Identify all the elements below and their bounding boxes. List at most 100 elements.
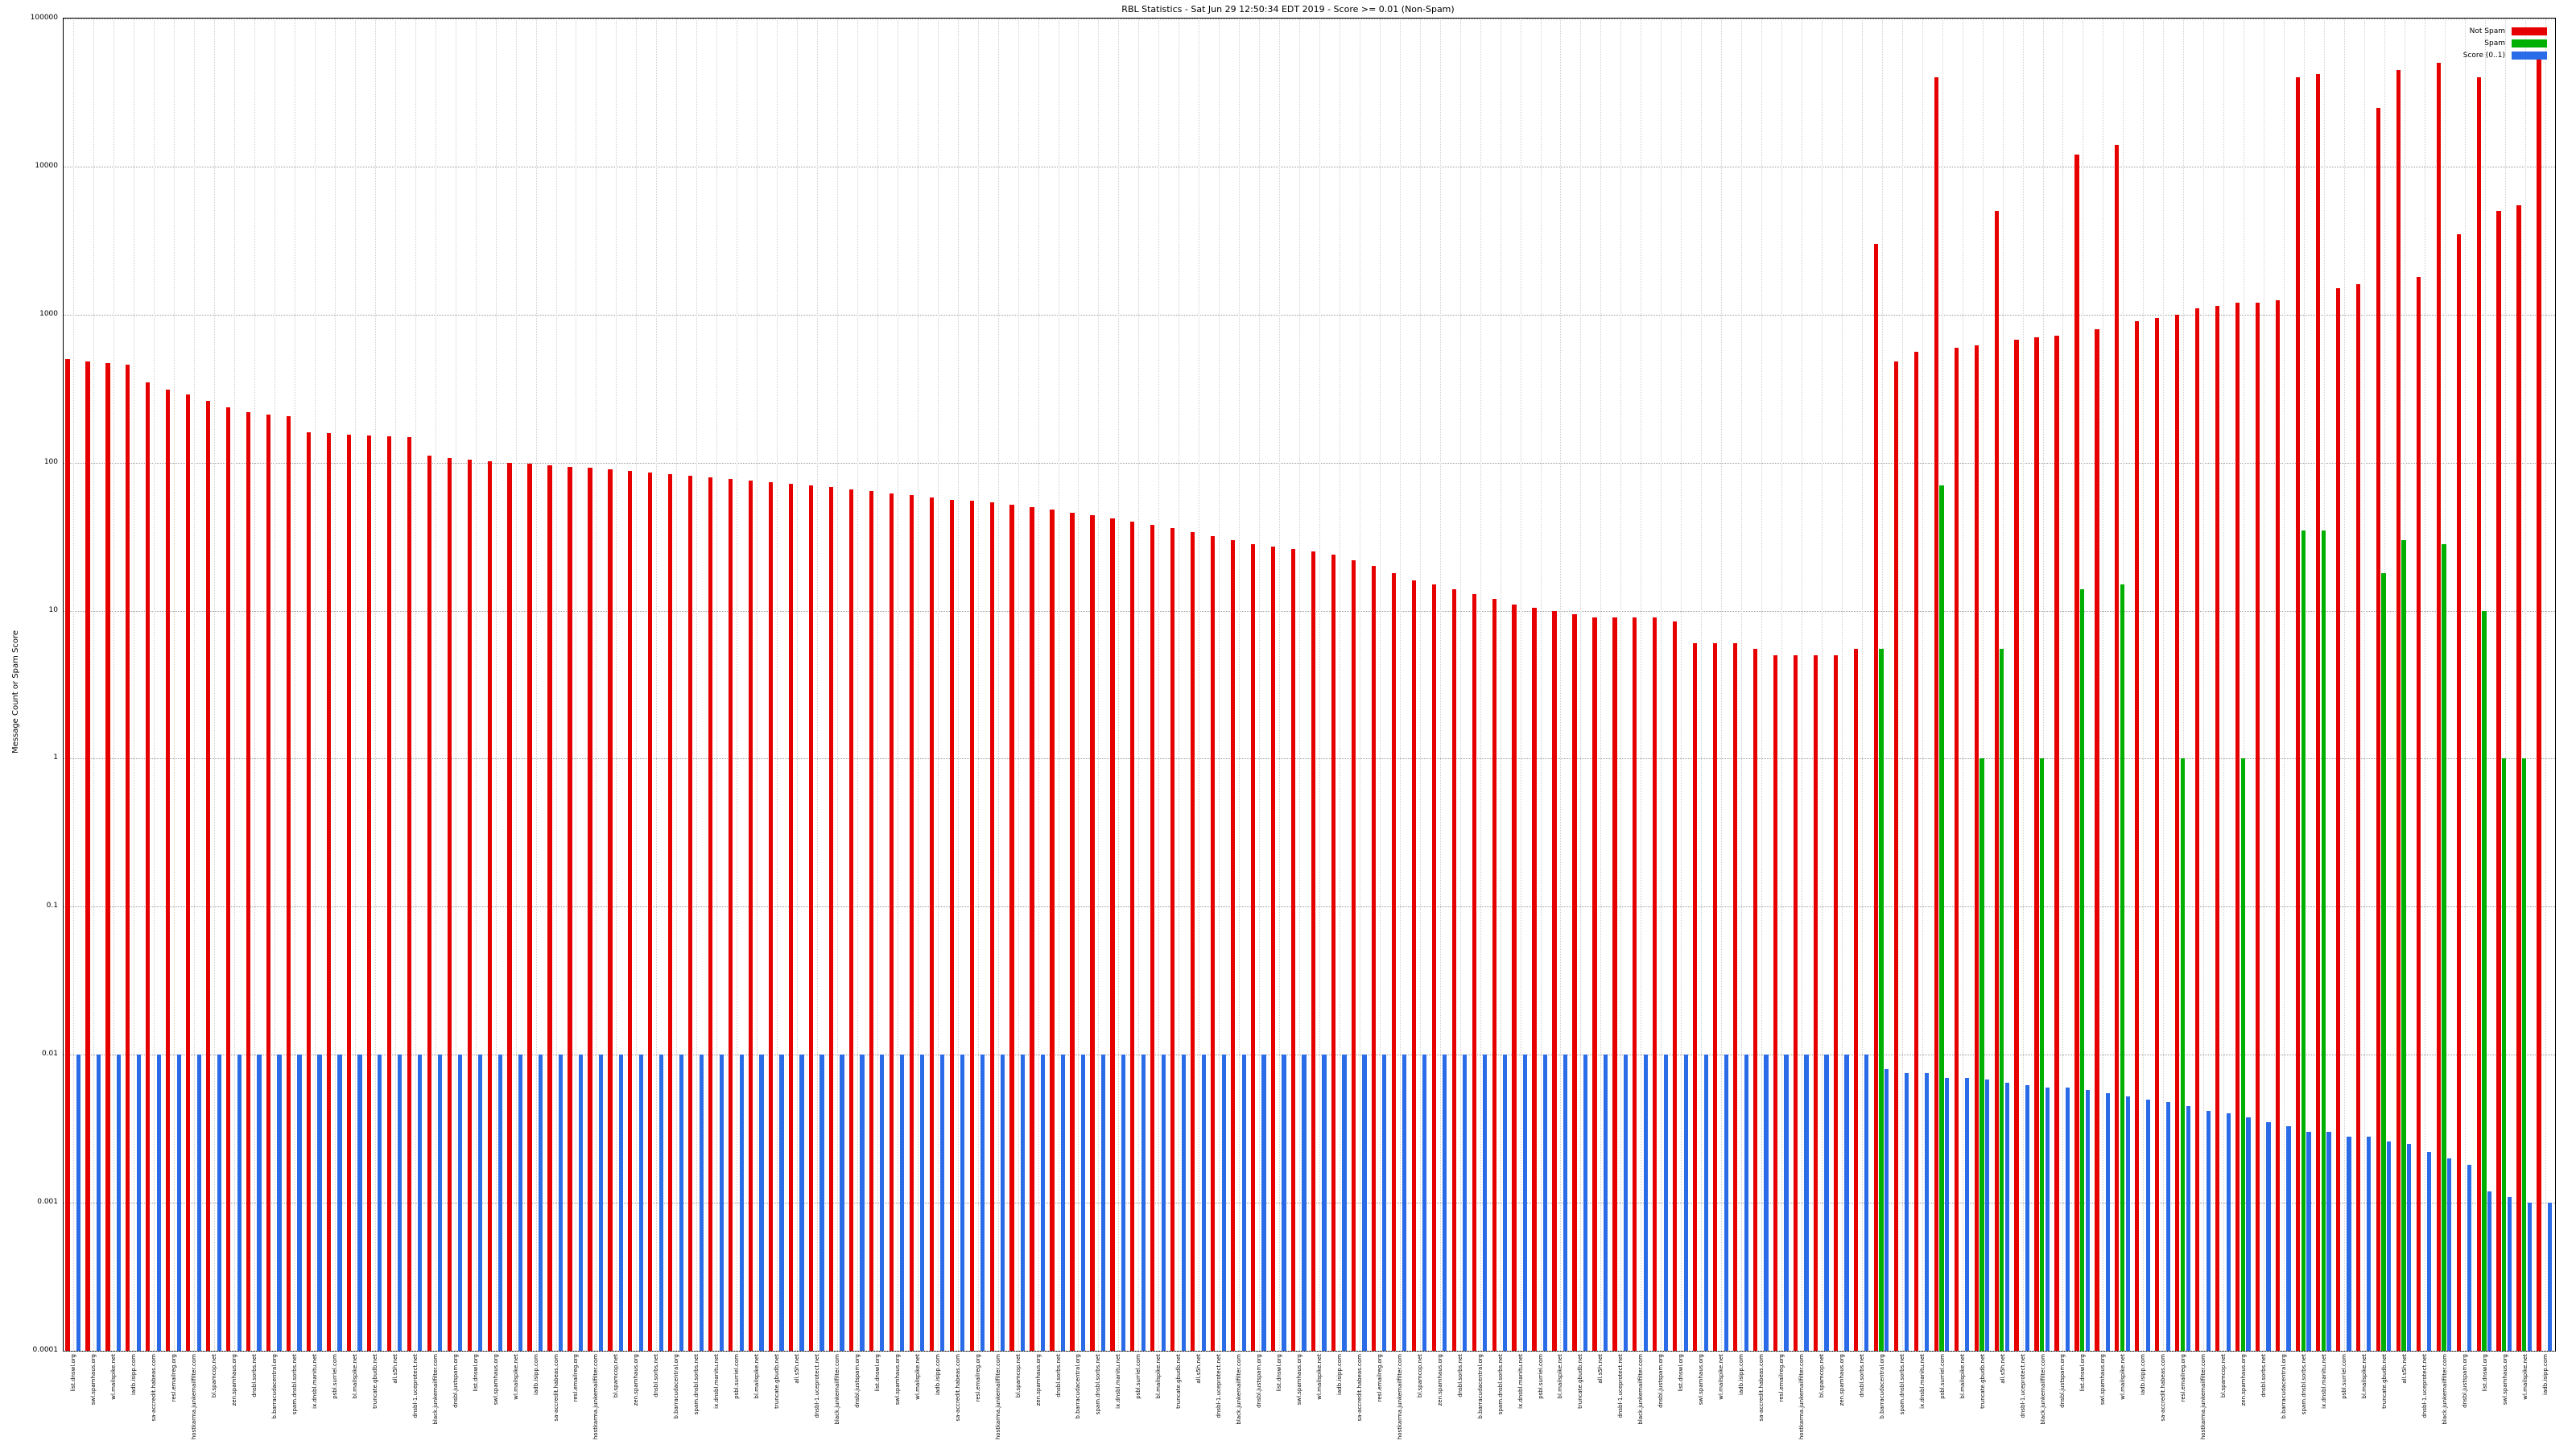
bar-not-spam bbox=[407, 437, 411, 1351]
bar-score bbox=[1000, 1055, 1005, 1351]
bar-score bbox=[1342, 1055, 1347, 1351]
x-tick-label: swl.spamhaus.org bbox=[90, 1354, 97, 1406]
bar-not-spam bbox=[1793, 654, 1798, 1351]
bar-not-spam bbox=[2255, 303, 2260, 1351]
bar-not-spam bbox=[2115, 145, 2120, 1351]
bar-not-spam bbox=[266, 415, 271, 1351]
x-tick-label: list.dnswl.org bbox=[1678, 1354, 1685, 1392]
bar-not-spam bbox=[1311, 551, 1316, 1351]
x-tick-label: sa-accredit.habeas.com bbox=[552, 1354, 559, 1422]
x-tick-label: list.dnswl.org bbox=[2079, 1354, 2087, 1392]
bar-score bbox=[1663, 1055, 1668, 1351]
bar-not-spam bbox=[2396, 69, 2401, 1351]
x-tick-label: resl.emailreg.org bbox=[1778, 1354, 1785, 1402]
x-tick-label: bl.mailspike.net bbox=[351, 1354, 358, 1399]
bar-not-spam bbox=[2175, 314, 2180, 1351]
bar-not-spam bbox=[1954, 347, 1959, 1351]
x-tick-label: ix.dnsbl.manitu.net bbox=[1918, 1354, 1926, 1409]
bar-not-spam bbox=[628, 470, 633, 1351]
x-tick-label: sa-accredit.habeas.com bbox=[2160, 1354, 2167, 1422]
x-tick-label: dnsbl.justspam.org bbox=[452, 1354, 459, 1408]
x-tick-label: sa-accredit.habeas.com bbox=[954, 1354, 961, 1422]
bar-score bbox=[176, 1055, 181, 1351]
bar-score bbox=[1443, 1055, 1447, 1351]
bar-not-spam bbox=[2275, 299, 2281, 1351]
bar-score bbox=[960, 1055, 965, 1351]
gridline-vertical bbox=[555, 19, 557, 1351]
bar-score bbox=[96, 1055, 101, 1351]
legend-label-score: Score (0..1) bbox=[2462, 51, 2505, 60]
gridline-vertical bbox=[676, 19, 678, 1351]
bar-spam bbox=[2381, 572, 2386, 1351]
x-tick-label: resl.emailreg.org bbox=[974, 1354, 981, 1402]
gridline-vertical bbox=[616, 19, 617, 1351]
bar-score bbox=[1965, 1077, 1970, 1351]
x-tick-label: zen.spamhaus.org bbox=[231, 1354, 238, 1406]
bar-score bbox=[1060, 1055, 1066, 1351]
gridline-vertical bbox=[1922, 19, 1923, 1351]
bar-spam bbox=[2442, 544, 2446, 1351]
bar-score bbox=[1744, 1055, 1748, 1351]
bar-score bbox=[779, 1055, 784, 1351]
gridline-vertical bbox=[1781, 19, 1783, 1351]
bar-score bbox=[2145, 1099, 2150, 1351]
x-tick-label: zen.spamhaus.org bbox=[2240, 1354, 2248, 1406]
gridline-vertical bbox=[797, 19, 799, 1351]
legend-swatch-score-icon bbox=[2512, 51, 2547, 60]
x-tick-label: resl.emailreg.org bbox=[171, 1354, 178, 1402]
x-tick-label: iadb.isipp.com bbox=[2140, 1354, 2147, 1395]
bar-not-spam bbox=[1270, 547, 1276, 1351]
gridline-vertical bbox=[234, 19, 236, 1351]
bar-spam bbox=[2321, 530, 2326, 1351]
bar-score bbox=[2025, 1085, 2030, 1351]
x-tick-label: psbl.surriel.com bbox=[1938, 1354, 1946, 1399]
bar-spam bbox=[2180, 758, 2186, 1351]
bar-score bbox=[2206, 1110, 2211, 1351]
gridline-horizontal bbox=[64, 906, 2555, 908]
bar-not-spam bbox=[85, 361, 90, 1351]
x-tick-label: black.junkemailfilter.com bbox=[431, 1354, 439, 1425]
x-tick-label: all.s5h.net bbox=[391, 1354, 398, 1384]
gridline-vertical bbox=[716, 19, 718, 1351]
bar-not-spam bbox=[1050, 510, 1055, 1351]
bar-score bbox=[2186, 1106, 2190, 1351]
bar-score bbox=[819, 1055, 824, 1351]
gridline-vertical bbox=[656, 19, 658, 1351]
gridline-vertical bbox=[857, 19, 858, 1351]
bar-not-spam bbox=[126, 364, 130, 1351]
x-tick-label: ix.dnsbl.manitu.net bbox=[713, 1354, 720, 1409]
x-tick-label: list.dnswl.org bbox=[2481, 1354, 2488, 1392]
gridline-vertical bbox=[1018, 19, 1019, 1351]
x-tick-label: all.s5h.net bbox=[794, 1354, 801, 1384]
bar-spam bbox=[1939, 485, 1944, 1351]
bar-score bbox=[1080, 1055, 1086, 1351]
gridline-vertical bbox=[2284, 19, 2285, 1351]
y-axis-label: Message Count or Spam Score bbox=[11, 630, 20, 753]
bar-score bbox=[1141, 1055, 1146, 1351]
gridline-vertical bbox=[2223, 19, 2225, 1351]
bar-not-spam bbox=[1833, 654, 1839, 1351]
x-tick-label: bl.mailspike.net bbox=[1155, 1354, 1162, 1399]
bar-score bbox=[860, 1055, 865, 1351]
gridline-vertical bbox=[1761, 19, 1763, 1351]
x-tick-label: psbl.surriel.com bbox=[331, 1354, 338, 1399]
bar-score bbox=[679, 1055, 683, 1351]
bar-not-spam bbox=[668, 473, 673, 1351]
legend-label-not-spam: Not Spam bbox=[2469, 27, 2505, 35]
bar-not-spam bbox=[1371, 566, 1376, 1351]
bar-score bbox=[1724, 1055, 1728, 1351]
bar-not-spam bbox=[608, 469, 613, 1351]
bar-not-spam bbox=[206, 401, 211, 1351]
bar-score bbox=[2306, 1132, 2311, 1351]
bar-score bbox=[1844, 1055, 1849, 1351]
x-tick-label: truncate.gbudb.net bbox=[1175, 1354, 1183, 1409]
x-tick-label: iadb.isipp.com bbox=[1738, 1354, 1745, 1395]
y-tick-label: 0.001 bbox=[37, 1198, 58, 1207]
gridline-vertical bbox=[1239, 19, 1241, 1351]
x-tick-label: dnsbl-1.uceprotect.net bbox=[2421, 1354, 2428, 1418]
bar-not-spam bbox=[889, 493, 894, 1351]
bar-score bbox=[1362, 1055, 1367, 1351]
x-tick-label: iadb.isipp.com bbox=[532, 1354, 539, 1395]
gridline-vertical bbox=[73, 19, 75, 1351]
bar-score bbox=[940, 1055, 945, 1351]
